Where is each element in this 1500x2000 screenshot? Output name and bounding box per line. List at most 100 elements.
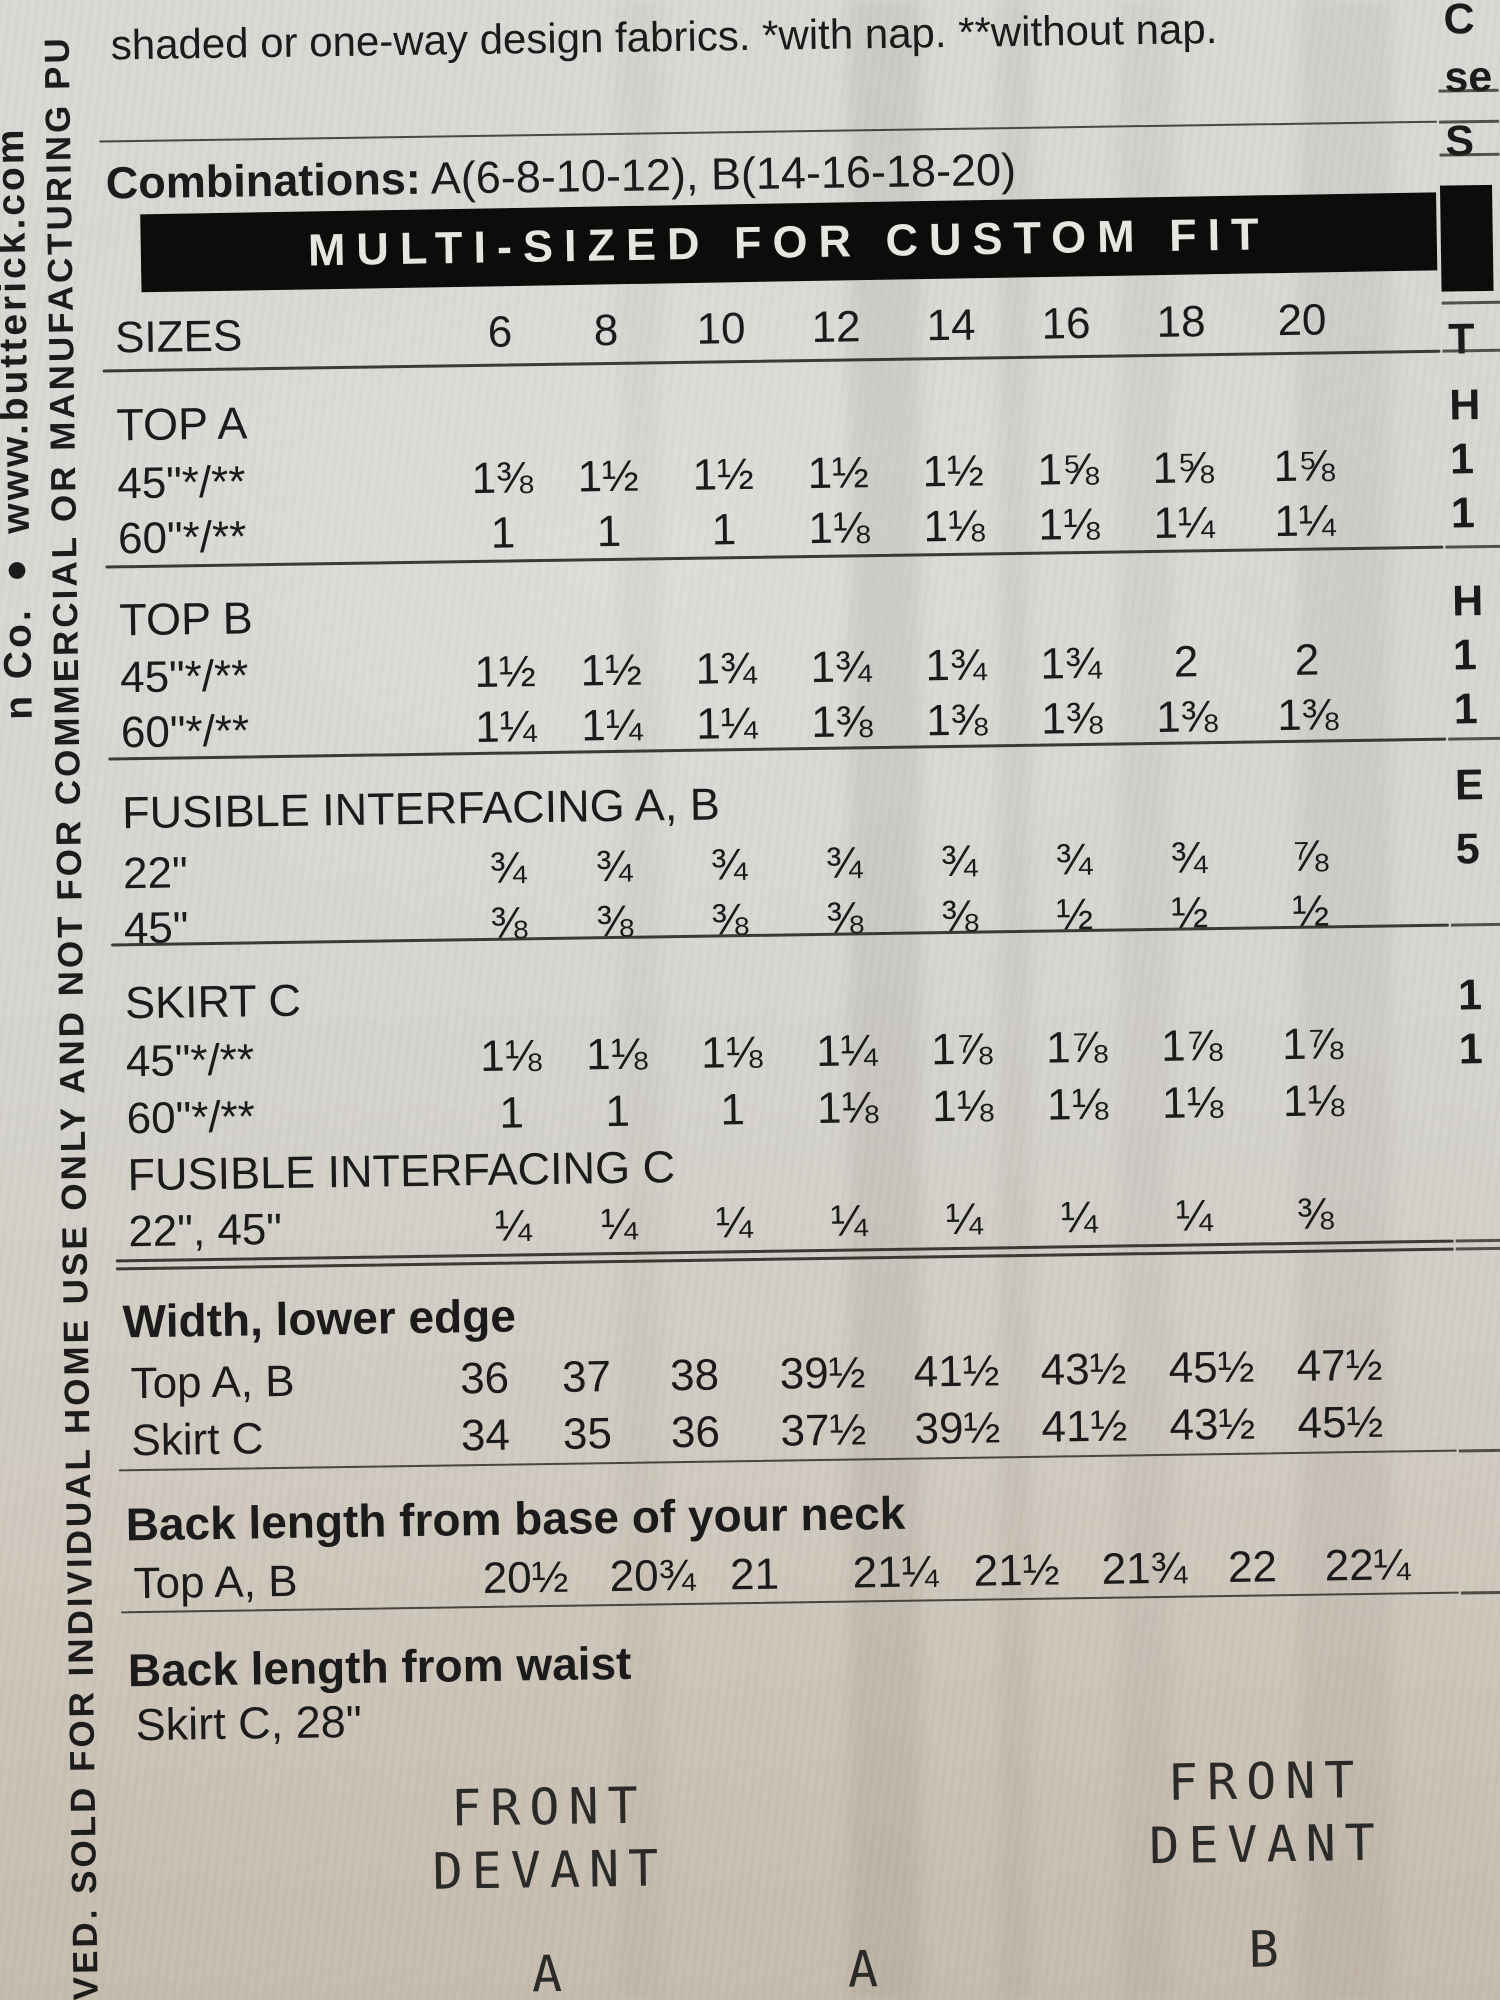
table-cell: ¼	[715, 1197, 754, 1248]
right-edge-fragment: 1	[1452, 631, 1478, 680]
table-cell: ¼	[830, 1196, 868, 1246]
right-edge-rule-fragment	[1439, 152, 1500, 157]
size-column-header: 20	[1277, 295, 1327, 346]
piece-letter-a: A	[531, 1944, 572, 2000]
table-cell: 1¾	[1040, 638, 1102, 689]
table-cell: 1½	[474, 647, 537, 698]
size-column-header: 6	[487, 307, 513, 357]
table-cell: ½	[1292, 886, 1330, 936]
table-cell: 1⅝	[1152, 443, 1215, 493]
table-cell: 1⅜	[1155, 692, 1218, 742]
devant-label-left: DEVANT	[432, 1839, 668, 1901]
left-margin-legal-text: RVED. SOLD FOR INDIVIDUAL HOME USE ONLY …	[37, 35, 107, 2000]
table-cell: 1½	[807, 448, 870, 499]
row-values: 20½ 20¾ 21 21¼ 21½ 21¾ 22 22¼	[133, 1537, 1489, 1611]
table-cell: 21½	[973, 1545, 1060, 1596]
table-cell: 1⅛	[808, 503, 870, 554]
table-cell: 1	[711, 505, 737, 555]
table-cell: 1⅜	[810, 697, 873, 748]
table-cell: 1	[720, 1085, 746, 1135]
size-column-header: 18	[1156, 297, 1206, 347]
combinations-value: A(6-8-10-12), B(14-16-18-20)	[430, 143, 1017, 204]
table-cell: 41½	[913, 1346, 1000, 1397]
table-cell: ¼	[600, 1199, 639, 1250]
table-cell: 1⅞	[1160, 1021, 1223, 1071]
table-cell: ¼	[1175, 1191, 1213, 1241]
right-edge-rule-fragment	[1458, 1448, 1500, 1453]
piece-letter-b: B	[1248, 1920, 1289, 1979]
table-cell: 1⅜	[1040, 693, 1103, 744]
multi-sized-banner: MULTI-SIZED FOR CUSTOM FIT	[140, 192, 1438, 293]
right-edge-fragment: T	[1447, 315, 1475, 364]
right-edge-fragment: C	[1443, 0, 1475, 44]
piece-letter-a-2: A	[847, 1940, 888, 1999]
size-column-header: 12	[811, 302, 861, 353]
table-cell: 2	[1294, 635, 1320, 685]
section-heading-skirt-c: SKIRT C	[124, 974, 302, 1029]
table-cell: ¾	[1170, 833, 1208, 883]
front-label-right: FRONT	[1167, 1750, 1364, 1812]
right-edge-fragment: 1	[1458, 1025, 1484, 1074]
right-edge-rule-fragment	[1442, 348, 1500, 353]
table-cell: 21	[729, 1549, 780, 1600]
table-cell: 22¼	[1324, 1540, 1411, 1591]
right-edge-fragment: H	[1451, 577, 1484, 626]
table-cell: 1¼	[1153, 498, 1215, 548]
right-edge-banner-fragment	[1439, 184, 1494, 292]
table-cell: ¾	[489, 843, 527, 893]
table-cell: 1⅛	[931, 1081, 994, 1132]
table-cell: ¾	[940, 836, 978, 887]
table-cell: 20½	[482, 1552, 569, 1604]
table-cell: ¼	[494, 1201, 533, 1251]
table-cell: ¾	[1055, 834, 1093, 885]
right-edge-fragment: 1	[1449, 435, 1475, 484]
front-label-left: FRONT	[450, 1776, 648, 1838]
table-cell: 1⅜	[471, 453, 534, 504]
table-cell: 1⅝	[1273, 441, 1336, 492]
right-edge-fragment: 1	[1453, 685, 1479, 734]
right-edge-rule-fragment	[1460, 1590, 1500, 1595]
table-cell: 1⅛	[479, 1031, 542, 1082]
table-cell: ⅜	[711, 895, 749, 945]
section-heading-fusible-c: FUSIBLE INTERFACING C	[127, 1141, 676, 1201]
table-cell: 37½	[780, 1405, 867, 1456]
table-cell: ⅞	[1291, 831, 1329, 881]
measurement-heading-back-waist: Back length from waist	[127, 1636, 632, 1697]
table-cell: 1	[605, 1086, 631, 1137]
table-cell: 1½	[692, 449, 755, 500]
right-edge-fragment: 5	[1455, 825, 1481, 874]
right-edge-fragment: E	[1454, 761, 1484, 810]
banner-text: MULTI-SIZED FOR CUSTOM FIT	[307, 208, 1271, 276]
right-edge-fragment: 1	[1450, 489, 1476, 538]
table-cell: 1⅝	[1037, 444, 1100, 495]
table-cell: 1⅛	[585, 1029, 648, 1080]
table-cell: 39½	[779, 1348, 866, 1399]
right-edge-fragment: se	[1444, 52, 1493, 102]
table-cell: 1⅞	[1281, 1019, 1344, 1070]
table-cell: 1¼	[695, 698, 758, 749]
measurement-heading-width: Width, lower edge	[122, 1289, 517, 1348]
table-cell: 45½	[1168, 1342, 1255, 1393]
table-cell: 1⅛	[923, 501, 985, 552]
size-column-header: 8	[593, 305, 619, 356]
table-cell: ⅜	[941, 891, 979, 942]
table-cell: 21¼	[852, 1547, 939, 1598]
table-cell: 1	[499, 1088, 525, 1138]
paper-streak	[1000, 0, 1030, 2000]
paper-streak	[620, 0, 660, 2000]
divider-rule	[99, 120, 1438, 143]
table-cell: 1¼	[580, 700, 643, 751]
right-edge-rule-fragment	[1448, 736, 1500, 741]
table-cell: ½	[1171, 888, 1209, 938]
table-cell: ⅜	[596, 896, 634, 947]
table-cell: 47½	[1296, 1340, 1383, 1391]
table-cell: ⅜	[490, 898, 528, 948]
table-cell: 1⅛	[1046, 1079, 1109, 1130]
right-edge-fragment: H	[1448, 381, 1481, 430]
nap-note: shaded or one-way design fabrics. *with …	[110, 4, 1218, 69]
measurement-heading-back-neck: Back length from base of your neck	[125, 1486, 906, 1551]
table-cell: 1¾	[925, 640, 987, 691]
paper-streak	[850, 0, 920, 2000]
